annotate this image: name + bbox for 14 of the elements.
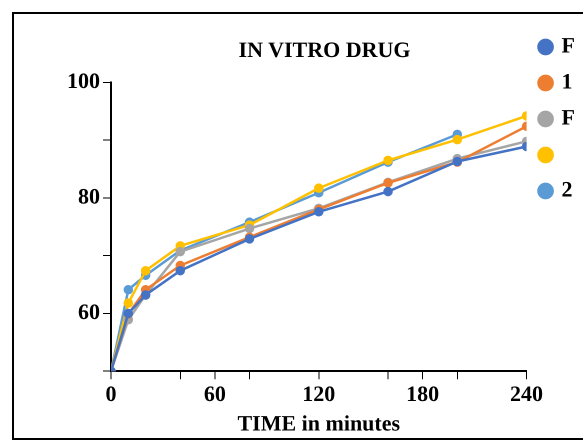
y-tick-label: 80: [78, 184, 100, 209]
legend-label: F: [562, 32, 576, 58]
legend-label: 1: [562, 68, 573, 94]
legend-label: F: [562, 104, 576, 130]
x-tick-label: 120: [302, 381, 336, 406]
x-tick-label: 180: [406, 381, 440, 406]
x-axis-title: TIME in minutes: [237, 410, 401, 436]
x-tick-label: 60: [204, 381, 226, 406]
chart-title: IN VITRO DRUG: [238, 36, 410, 62]
legend-label: 2: [562, 176, 573, 202]
x-tick-label: 240: [510, 381, 544, 406]
y-tick-label: 100: [67, 68, 100, 94]
x-tick-label: 0: [106, 381, 116, 406]
y-tick-label: 60: [78, 299, 100, 324]
